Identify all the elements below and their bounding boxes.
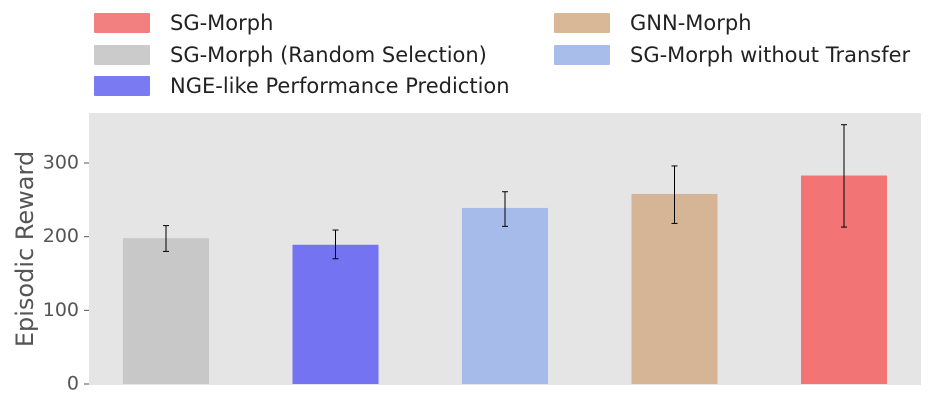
- bar-sg-morph-random-selection: [123, 238, 209, 384]
- error-bar: [332, 229, 339, 260]
- legend-item-without-transfer: SG-Morph without Transfer: [554, 40, 910, 70]
- legend: SG-Morph GNN-Morph SG-Morph (Random Sele…: [0, 0, 934, 105]
- legend-swatch: [94, 76, 150, 96]
- legend-item-random-selection: SG-Morph (Random Selection): [94, 40, 487, 70]
- legend-label: NGE-like Performance Prediction: [170, 74, 510, 98]
- bar-sg-morph-without-transfer: [462, 207, 548, 384]
- y-tick-label: 100: [43, 299, 79, 321]
- y-tick-label: 200: [43, 225, 79, 247]
- error-bar: [841, 124, 847, 228]
- y-tick-label: 0: [67, 373, 79, 395]
- legend-label: GNN-Morph: [630, 11, 752, 35]
- legend-swatch: [554, 45, 610, 65]
- legend-item-sg-morph: SG-Morph: [94, 8, 273, 38]
- error-bar: [671, 165, 678, 224]
- y-axis-label: Episodic Reward: [11, 151, 39, 347]
- bar-nge-like-performance-prediction: [292, 244, 379, 384]
- legend-label: SG-Morph (Random Selection): [170, 43, 487, 67]
- y-tick-label: 300: [43, 152, 79, 174]
- error-bars-group: [163, 124, 847, 260]
- legend-swatch: [94, 13, 150, 33]
- legend-swatch: [554, 13, 610, 33]
- bars-group: [123, 175, 887, 384]
- y-axis: 0 100 200 300: [43, 152, 89, 395]
- legend-item-gnn-morph: GNN-Morph: [554, 8, 752, 38]
- error-bar: [163, 225, 169, 252]
- legend-label: SG-Morph without Transfer: [630, 43, 911, 67]
- legend-swatch: [94, 45, 150, 65]
- legend-label: SG-Morph: [170, 11, 274, 35]
- bar-gnn-morph: [631, 193, 718, 384]
- error-bar: [502, 191, 508, 227]
- legend-item-nge-like: NGE-like Performance Prediction: [94, 71, 510, 101]
